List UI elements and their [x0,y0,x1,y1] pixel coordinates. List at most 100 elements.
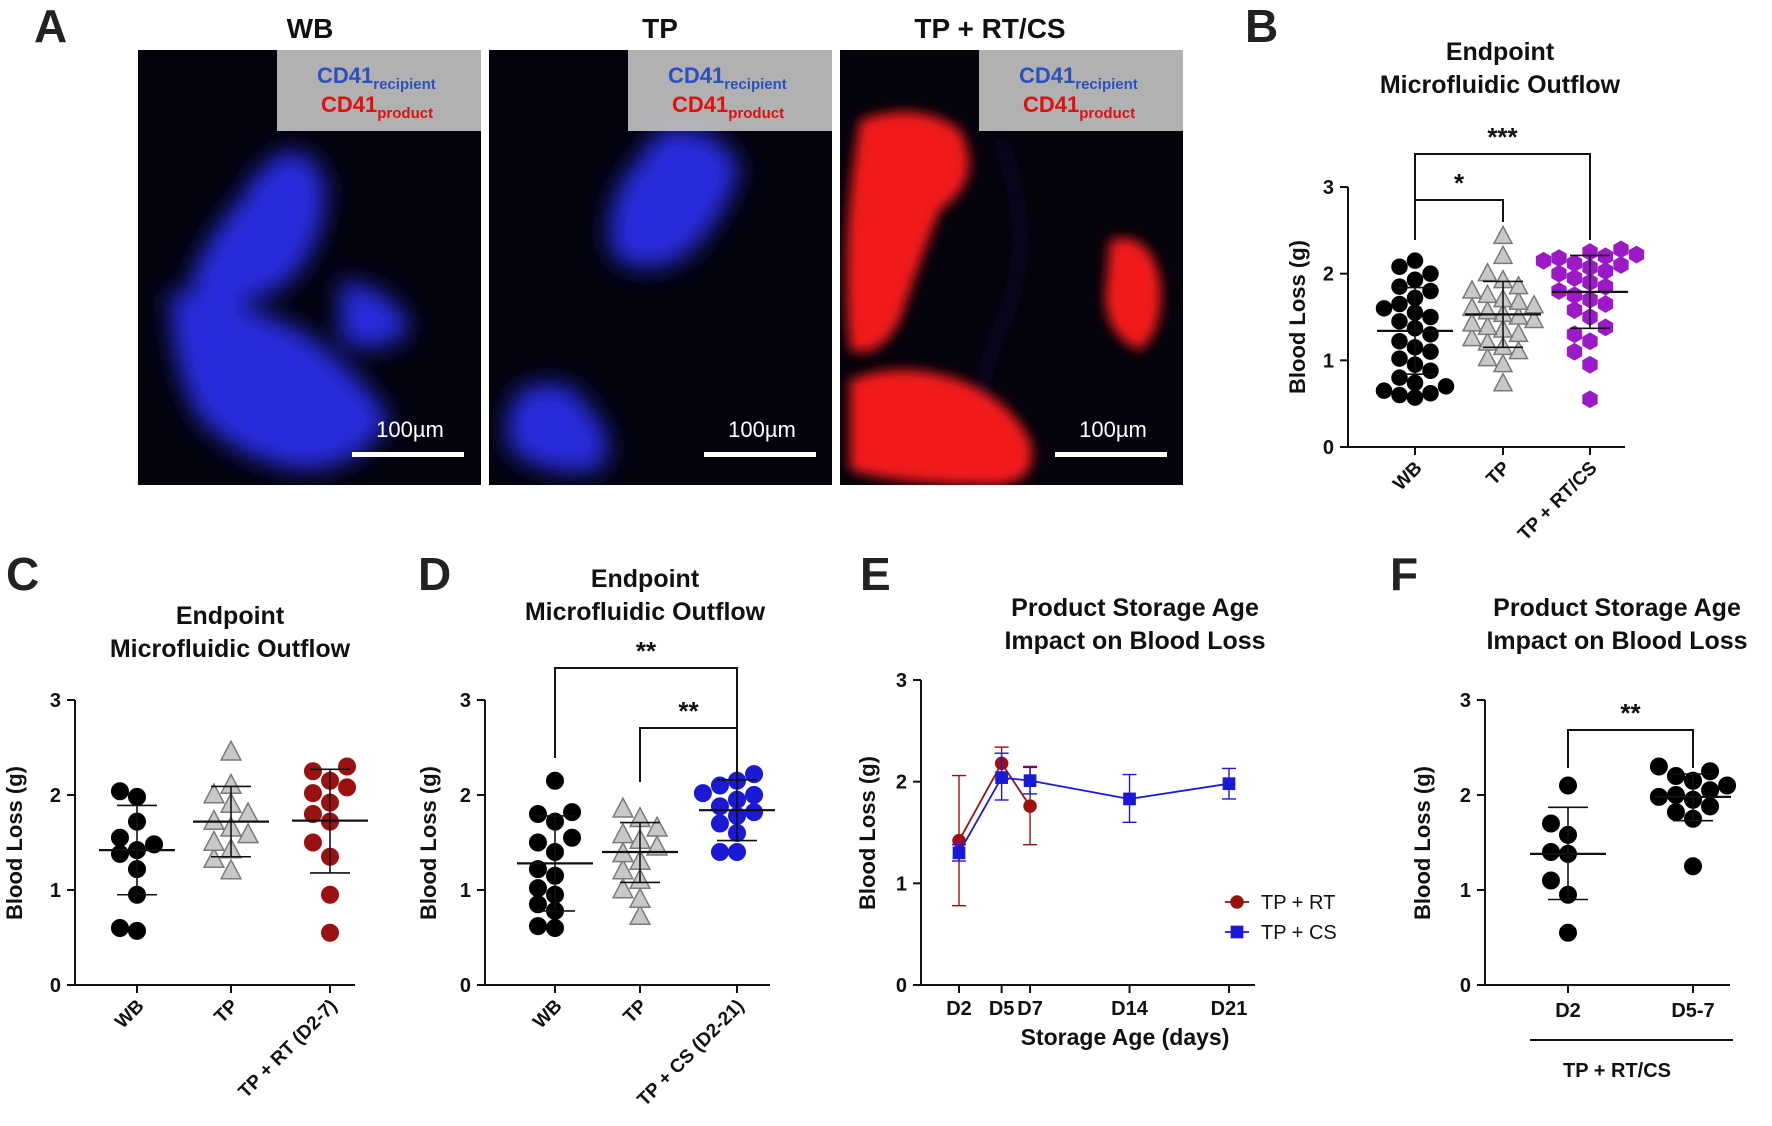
data-point [1492,224,1514,245]
data-point [338,757,357,776]
data-point [1597,277,1614,296]
data-point [1391,258,1408,275]
data-point [528,895,547,914]
x-tick-label: TP [620,995,652,1027]
data-point [1477,283,1498,304]
data-point [1613,240,1629,259]
y-tick-label: 1 [896,873,907,895]
data-point [1461,312,1483,332]
x-tick-label: D14 [1111,998,1149,1020]
data-point [1666,803,1685,822]
data-point [303,762,322,781]
series-tp-rt [952,746,1038,907]
data-point [1541,814,1560,833]
data-point [1477,300,1498,320]
data-point [1422,282,1439,300]
y-tick-label: 2 [896,772,907,794]
x-tick-label: TP + RT/CS [1514,458,1601,545]
data-point [1582,332,1598,351]
x-tick-label: D2 [1555,1000,1581,1022]
data-point [1508,275,1529,295]
significance-bracket [639,727,738,782]
chart-title-line: Endpoint [176,602,285,630]
data-point [1406,374,1424,392]
data-point [611,858,635,880]
significance-label: * [1454,168,1465,198]
data-point [219,858,243,880]
data-point [1023,774,1037,787]
data-point [128,921,146,940]
data-point [1701,781,1720,800]
data-point [219,739,243,761]
x-tick-label: WB [1389,458,1426,495]
x-axis-label: Storage Age (days) [1021,1024,1230,1050]
recipient-platelet-aggregate [506,128,740,473]
data-point [321,885,339,904]
data-point [303,784,322,803]
data-point [1391,313,1408,330]
legend-label: TP + CS [1261,922,1337,944]
micrograph-tp: TP CD41recipient CD41product 100µm [489,13,832,485]
data-point [110,844,129,863]
x-tick-label: TP + CS (D2-21) [634,996,749,1111]
series-d2 [1530,776,1606,942]
data-point [611,877,635,899]
recipient-label: CD41 [1019,63,1075,88]
data-point [693,784,712,803]
product-platelet-aggregate [846,112,1161,485]
chart-title-line: Product Storage Age [1011,594,1259,622]
data-point [321,923,339,942]
data-point [1582,355,1598,374]
chart-title-line: Impact on Blood Loss [1004,627,1265,655]
micrograph-wb-title: WB [287,13,334,44]
y-tick-label: 0 [460,975,471,997]
y-axis-label: Blood Loss (g) [2,766,27,920]
panel-letter: F [1390,548,1418,600]
data-point [528,879,547,898]
data-point [1492,372,1514,392]
data-point [1649,757,1668,776]
series-tp [1461,224,1545,392]
data-point [745,765,764,784]
data-point [338,778,357,797]
data-point [1461,327,1483,347]
y-axis-label: Blood Loss (g) [416,766,441,920]
data-point [1391,295,1408,313]
data-point [1422,308,1439,326]
product-label: CD41 [672,92,728,117]
data-point [710,843,729,861]
data-point [1684,857,1702,876]
data-point [1422,362,1439,379]
data-point [1023,799,1037,813]
data-point [628,886,652,908]
data-point [1597,247,1614,266]
data-point [303,805,322,823]
micrograph-tp-rtcs-title: TP + RT/CS [914,13,1065,44]
data-point [1477,315,1498,336]
svg-text:CD41recipient: CD41recipient [317,63,436,93]
panel-letter: D [418,548,451,600]
chart-d: D Endpoint Microfluidic Outflow 0 1 2 3 Blood L… [416,548,775,1111]
panel-letter: C [6,548,39,600]
data-point [1422,343,1439,360]
product-label: CD41 [321,92,377,117]
series-tp-rt-d2-7- [292,757,368,942]
series-wb [517,771,593,937]
scale-bar [1055,452,1167,457]
y-tick-label: 0 [1460,975,1471,997]
data-point [1508,290,1529,311]
y-tick-label: 3 [896,670,907,692]
significance-bracket [1567,729,1694,768]
data-point [1582,390,1598,409]
significance-bracket [1414,199,1504,222]
series-line [958,776,1230,854]
data-point [1422,326,1439,343]
data-point [202,829,226,851]
data-point [1492,244,1514,265]
data-point [645,815,669,837]
series-tp-cs [952,752,1236,862]
data-point [1523,308,1545,329]
significance-bracket [554,667,738,758]
significance-bracket [1414,153,1591,240]
data-point [1508,322,1529,343]
